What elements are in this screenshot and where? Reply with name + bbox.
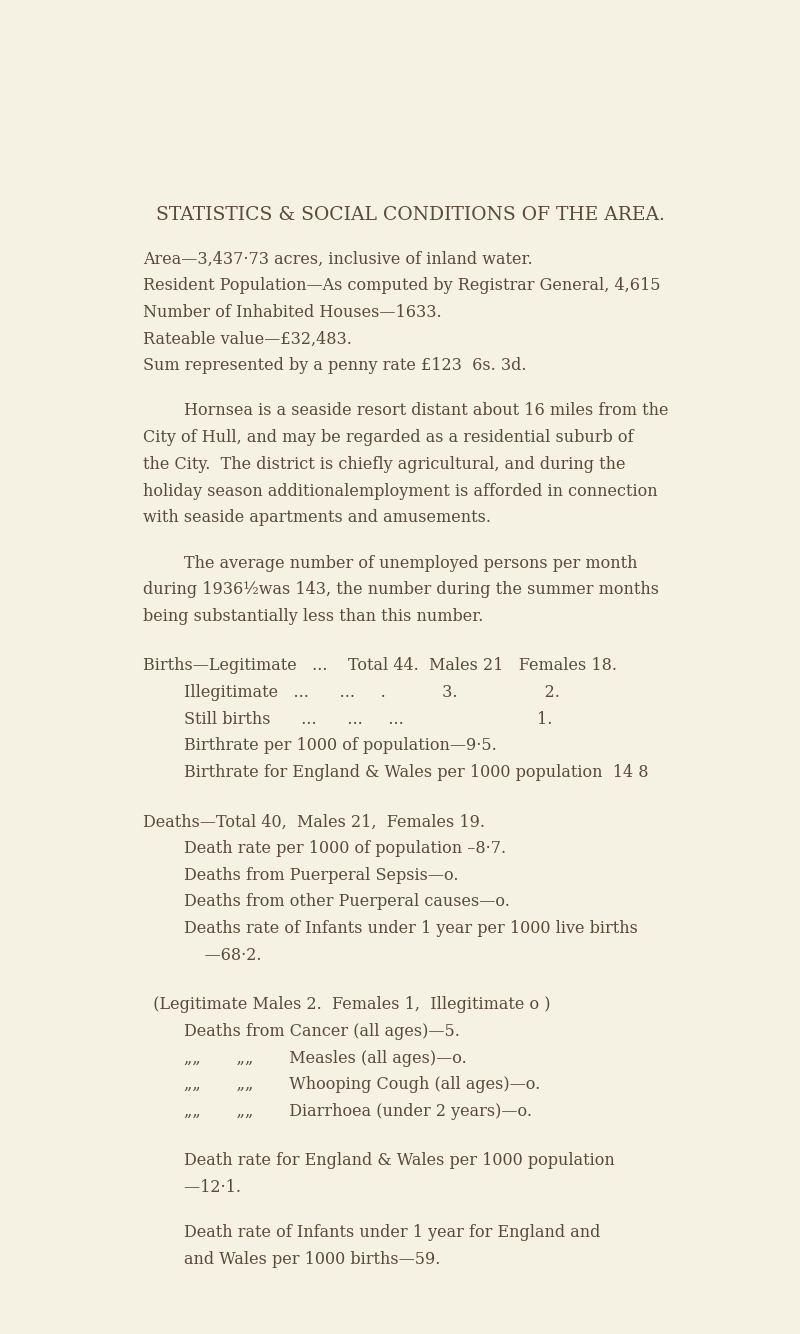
Text: Deaths—Total 40,  Males 21,  Females 19.: Deaths—Total 40, Males 21, Females 19. — [143, 814, 486, 830]
Text: Illegitimate   ...      ...     .           3.                 2.: Illegitimate ... ... . 3. 2. — [143, 684, 560, 700]
Text: Death rate for England & Wales per 1000 population: Death rate for England & Wales per 1000 … — [143, 1153, 615, 1170]
Text: and Wales per 1000 births—59.: and Wales per 1000 births—59. — [143, 1251, 441, 1267]
Text: the City.  The district is chiefly agricultural, and during the: the City. The district is chiefly agricu… — [143, 456, 626, 474]
Text: —12·1.: —12·1. — [143, 1179, 242, 1197]
Text: Deaths rate of Infants under 1 year per 1000 live births: Deaths rate of Infants under 1 year per … — [143, 920, 638, 938]
Text: Hornsea is a seaside resort distant about 16 miles from the: Hornsea is a seaside resort distant abou… — [143, 403, 669, 419]
Text: Area—3,437·73 acres, inclusive of inland water.: Area—3,437·73 acres, inclusive of inland… — [143, 251, 533, 268]
Text: Deaths from Puerperal Sepsis—o.: Deaths from Puerperal Sepsis—o. — [143, 867, 459, 884]
Text: Rateable value—£32,483.: Rateable value—£32,483. — [143, 331, 352, 348]
Text: STATISTICS & SOCIAL CONDITIONS OF THE AREA.: STATISTICS & SOCIAL CONDITIONS OF THE AR… — [155, 207, 665, 224]
Text: being substantially less than this number.: being substantially less than this numbe… — [143, 608, 484, 624]
Text: Sum represented by a penny rate £123  6s. 3d.: Sum represented by a penny rate £123 6s.… — [143, 358, 527, 375]
Text: Death rate of Infants under 1 year for England and: Death rate of Infants under 1 year for E… — [143, 1225, 601, 1241]
Text: with seaside apartments and amusements.: with seaside apartments and amusements. — [143, 510, 491, 527]
Text: during 1936½was 143, the number during the summer months: during 1936½was 143, the number during t… — [143, 582, 659, 598]
Text: Deaths from other Puerperal causes—o.: Deaths from other Puerperal causes—o. — [143, 894, 510, 911]
Text: „„       „„       Diarrhoea (under 2 years)—o.: „„ „„ Diarrhoea (under 2 years)—o. — [143, 1103, 533, 1121]
Text: holiday season additionalemployment is afforded in connection: holiday season additionalemployment is a… — [143, 483, 658, 500]
Text: Births—Legitimate   ...    Total 44.  Males 21   Females 18.: Births—Legitimate ... Total 44. Males 21… — [143, 658, 618, 674]
Text: Number of Inhabited Houses—1633.: Number of Inhabited Houses—1633. — [143, 304, 442, 321]
Text: The average number of unemployed persons per month: The average number of unemployed persons… — [143, 555, 638, 571]
Text: —68·2.: —68·2. — [143, 947, 262, 964]
Text: „„       „„       Whooping Cough (all ages)—o.: „„ „„ Whooping Cough (all ages)—o. — [143, 1077, 541, 1094]
Text: Birthrate for England & Wales per 1000 population  14 8: Birthrate for England & Wales per 1000 p… — [143, 764, 649, 782]
Text: (Legitimate Males 2.  Females 1,  Illegitimate o ): (Legitimate Males 2. Females 1, Illegiti… — [143, 996, 551, 1014]
Text: City of Hull, and may be regarded as a residential suburb of: City of Hull, and may be regarded as a r… — [143, 430, 634, 446]
Text: „„       „„       Measles (all ages)—o.: „„ „„ Measles (all ages)—o. — [143, 1050, 467, 1067]
Text: Resident Population—As computed by Registrar General, 4,615: Resident Population—As computed by Regis… — [143, 277, 661, 295]
Text: Still births      ...      ...     ...                          1.: Still births ... ... ... 1. — [143, 711, 553, 727]
Text: Deaths from Cancer (all ages)—5.: Deaths from Cancer (all ages)—5. — [143, 1023, 460, 1041]
Text: Birthrate per 1000 of population—9·5.: Birthrate per 1000 of population—9·5. — [143, 738, 497, 754]
Text: Death rate per 1000 of population –8·7.: Death rate per 1000 of population –8·7. — [143, 840, 506, 856]
